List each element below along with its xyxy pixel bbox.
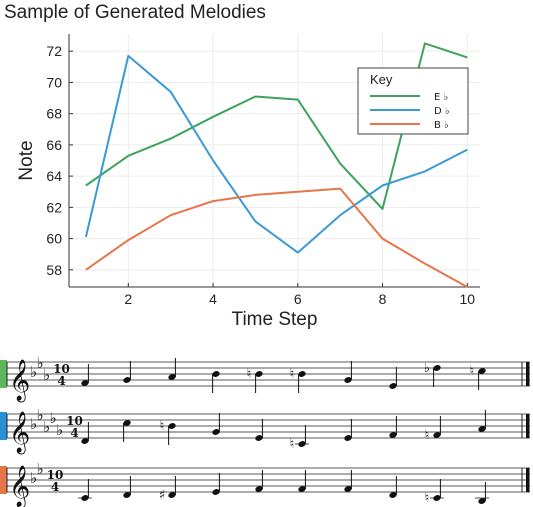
flat-icon: ♭ (424, 361, 430, 376)
key-flat-icon: ♭ (37, 406, 44, 424)
note-head (212, 371, 220, 377)
time-signature-top: 10 (53, 362, 70, 376)
note-head (81, 380, 89, 386)
x-tick-label: 10 (459, 291, 475, 307)
staff-color-bar (0, 412, 7, 440)
final-barline (526, 468, 530, 492)
time-signature-bottom: 4 (51, 480, 59, 494)
legend: Key E ♭ D ♭ B ♭ (357, 67, 469, 135)
sharp-icon: ♯ (159, 488, 165, 503)
note-head (212, 429, 220, 435)
note-head (344, 435, 352, 441)
key-flat-icon: ♭ (30, 415, 37, 433)
y-tick-label: 58 (46, 262, 62, 278)
treble-clef-icon: 𝄞 (9, 465, 30, 507)
key-flat-icon: ♭ (37, 354, 44, 372)
note-head (344, 486, 352, 492)
key-flat-icon: ♭ (50, 409, 57, 427)
note-head (255, 435, 263, 441)
natural-icon: ♮ (247, 367, 252, 382)
series-line (84, 54, 468, 254)
key-flat-icon: ♭ (43, 418, 50, 436)
time-signature-bottom: 4 (70, 426, 78, 440)
note-head (212, 489, 220, 495)
key-flat-icon: ♭ (30, 363, 37, 381)
staff: 𝄞 ♭ ♭♭ 104 ♮ ♮ ♭ ♮ (0, 354, 530, 402)
treble-clef-icon: 𝄞 (9, 359, 30, 402)
note-head (389, 383, 397, 389)
legend-title: Key (370, 72, 393, 87)
series-line (85, 187, 468, 288)
final-barline (526, 362, 530, 386)
note-head (344, 377, 352, 383)
y-tick-label: 68 (46, 106, 62, 122)
final-barline (526, 414, 530, 438)
y-tick-label: 72 (46, 43, 62, 59)
staff-color-bar (0, 360, 7, 388)
note-head (389, 432, 397, 438)
key-flat-icon: ♭ (43, 366, 50, 384)
time-signature-top: 10 (47, 468, 64, 482)
staff: 𝄞 ♭ ♭ 104♯ ♮ (0, 460, 530, 507)
note-head (255, 371, 263, 377)
note-head (433, 432, 441, 438)
note-head (478, 426, 486, 432)
treble-clef-icon: 𝄞 (9, 411, 30, 454)
note-head (478, 368, 486, 374)
x-tick-label: 6 (294, 291, 302, 307)
staff: 𝄞 ♭ ♭♭ ♭♭ 104 ♮♮♮ (0, 406, 530, 454)
note-head (81, 438, 89, 444)
key-flat-icon: ♭ (56, 421, 63, 439)
y-tick-label: 64 (46, 168, 62, 184)
natural-icon: ♮ (290, 367, 295, 382)
note-head (123, 420, 131, 426)
note-head (168, 423, 176, 429)
note-head (168, 492, 176, 498)
natural-icon: ♮ (290, 437, 295, 452)
natural-icon: ♮ (425, 491, 430, 506)
x-tick-label: 4 (209, 291, 217, 307)
y-tick-label: 66 (46, 137, 62, 153)
time-signature-bottom: 4 (57, 374, 65, 388)
note-head (81, 495, 89, 501)
staff-color-bar (0, 466, 7, 494)
note-head (123, 492, 131, 498)
natural-icon: ♮ (470, 364, 475, 379)
key-flat-icon: ♭ (30, 469, 37, 487)
x-axis-label: Time Step (232, 309, 318, 330)
note-head (298, 486, 306, 492)
chart-title: Sample of Generated Melodies (4, 2, 266, 23)
y-axis-label: Note (16, 140, 37, 180)
note-head (433, 495, 441, 501)
note-head (433, 365, 441, 371)
y-tick-label: 70 (46, 74, 62, 90)
note-head (168, 374, 176, 380)
y-tick-label: 62 (46, 199, 62, 215)
natural-icon: ♮ (425, 428, 430, 443)
key-flat-icon: ♭ (37, 460, 44, 478)
legend-entry: E ♭ (434, 92, 448, 103)
note-head (123, 377, 131, 383)
legend-entry: B ♭ (434, 120, 449, 131)
note-head (298, 371, 306, 377)
time-signature-top: 10 (66, 414, 83, 428)
note-head (478, 498, 486, 504)
legend-entry: D ♭ (434, 106, 450, 117)
natural-icon: ♮ (160, 419, 165, 434)
note-head (255, 486, 263, 492)
note-head (389, 492, 397, 498)
x-tick-label: 2 (124, 291, 132, 307)
note-head (298, 441, 306, 447)
x-tick-label: 8 (379, 291, 387, 307)
y-tick-label: 60 (46, 231, 62, 247)
